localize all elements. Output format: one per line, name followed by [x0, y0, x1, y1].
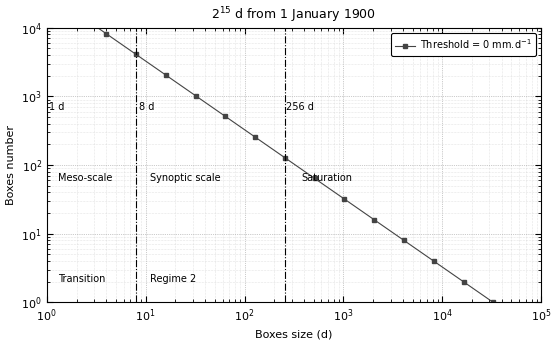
Threshold = 0 mm.d$^{-1}$: [311, 176, 318, 180]
Threshold = 0 mm.d$^{-1}$: [192, 94, 199, 98]
Text: 256 d: 256 d: [286, 102, 314, 112]
Text: Regime 2: Regime 2: [150, 274, 196, 284]
Text: Meso-scale: Meso-scale: [58, 173, 113, 183]
Text: 1 d: 1 d: [49, 102, 64, 112]
Legend: Threshold = 0 mm.d$^{-1}$: Threshold = 0 mm.d$^{-1}$: [390, 33, 536, 56]
Text: Transition: Transition: [58, 274, 105, 284]
Threshold = 0 mm.d$^{-1}$: [400, 238, 407, 243]
Threshold = 0 mm.d$^{-1}$: [103, 32, 110, 36]
Threshold = 0 mm.d$^{-1}$: [341, 197, 348, 201]
Line: Threshold = 0 mm.d$^{-1}$: Threshold = 0 mm.d$^{-1}$: [45, 0, 496, 305]
Threshold = 0 mm.d$^{-1}$: [252, 135, 258, 139]
Threshold = 0 mm.d$^{-1}$: [460, 280, 467, 284]
Threshold = 0 mm.d$^{-1}$: [73, 11, 80, 15]
Threshold = 0 mm.d$^{-1}$: [163, 73, 169, 77]
Text: Synoptic scale: Synoptic scale: [150, 173, 221, 183]
Threshold = 0 mm.d$^{-1}$: [431, 259, 437, 263]
Threshold = 0 mm.d$^{-1}$: [222, 114, 229, 118]
Threshold = 0 mm.d$^{-1}$: [282, 156, 289, 160]
Text: 8 d: 8 d: [139, 102, 154, 112]
Threshold = 0 mm.d$^{-1}$: [133, 52, 139, 57]
Threshold = 0 mm.d$^{-1}$: [490, 300, 497, 305]
X-axis label: Boxes size (d): Boxes size (d): [255, 329, 333, 339]
Threshold = 0 mm.d$^{-1}$: [371, 218, 378, 222]
Y-axis label: Boxes number: Boxes number: [6, 125, 16, 205]
Text: Saturation: Saturation: [302, 173, 353, 183]
Title: $2^{15}$ d from 1 January 1900: $2^{15}$ d from 1 January 1900: [212, 6, 377, 25]
